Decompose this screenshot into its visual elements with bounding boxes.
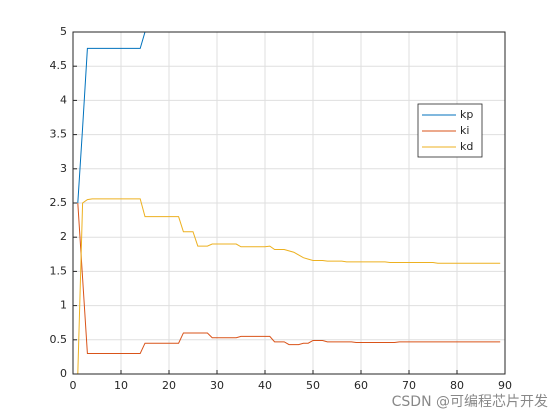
x-tick-label: 50 [306,379,320,392]
legend-label: kp [460,108,473,121]
y-tick-label: 2.5 [50,196,68,209]
legend-label: kd [460,140,473,153]
y-tick-label: 0.5 [50,333,68,346]
x-tick-label: 40 [258,379,272,392]
x-tick-label: 90 [498,379,512,392]
y-tick-label: 1.5 [50,264,68,277]
series-line [77,202,501,354]
watermark: CSDN @可编程芯片开发 [392,394,548,410]
legend-label: ki [460,124,469,137]
x-tick-label: 80 [450,379,464,392]
x-tick-label: 10 [114,379,128,392]
x-tick-label: 20 [162,379,176,392]
y-tick-label: 3 [60,162,67,175]
y-tick-label: 5 [60,25,67,38]
x-tick-label: 60 [354,379,368,392]
x-tick-label: 70 [402,379,416,392]
y-tick-label: 4 [60,93,67,106]
series-line [77,198,501,375]
y-tick-label: 2 [60,230,67,243]
y-tick-label: 0 [60,367,67,380]
y-tick-label: 3.5 [50,128,68,141]
x-tick-label: 0 [70,379,77,392]
axes-box [72,31,506,375]
x-tick-label: 30 [210,379,224,392]
y-tick-label: 1 [60,299,67,312]
y-tick-label: 4.5 [50,59,68,72]
